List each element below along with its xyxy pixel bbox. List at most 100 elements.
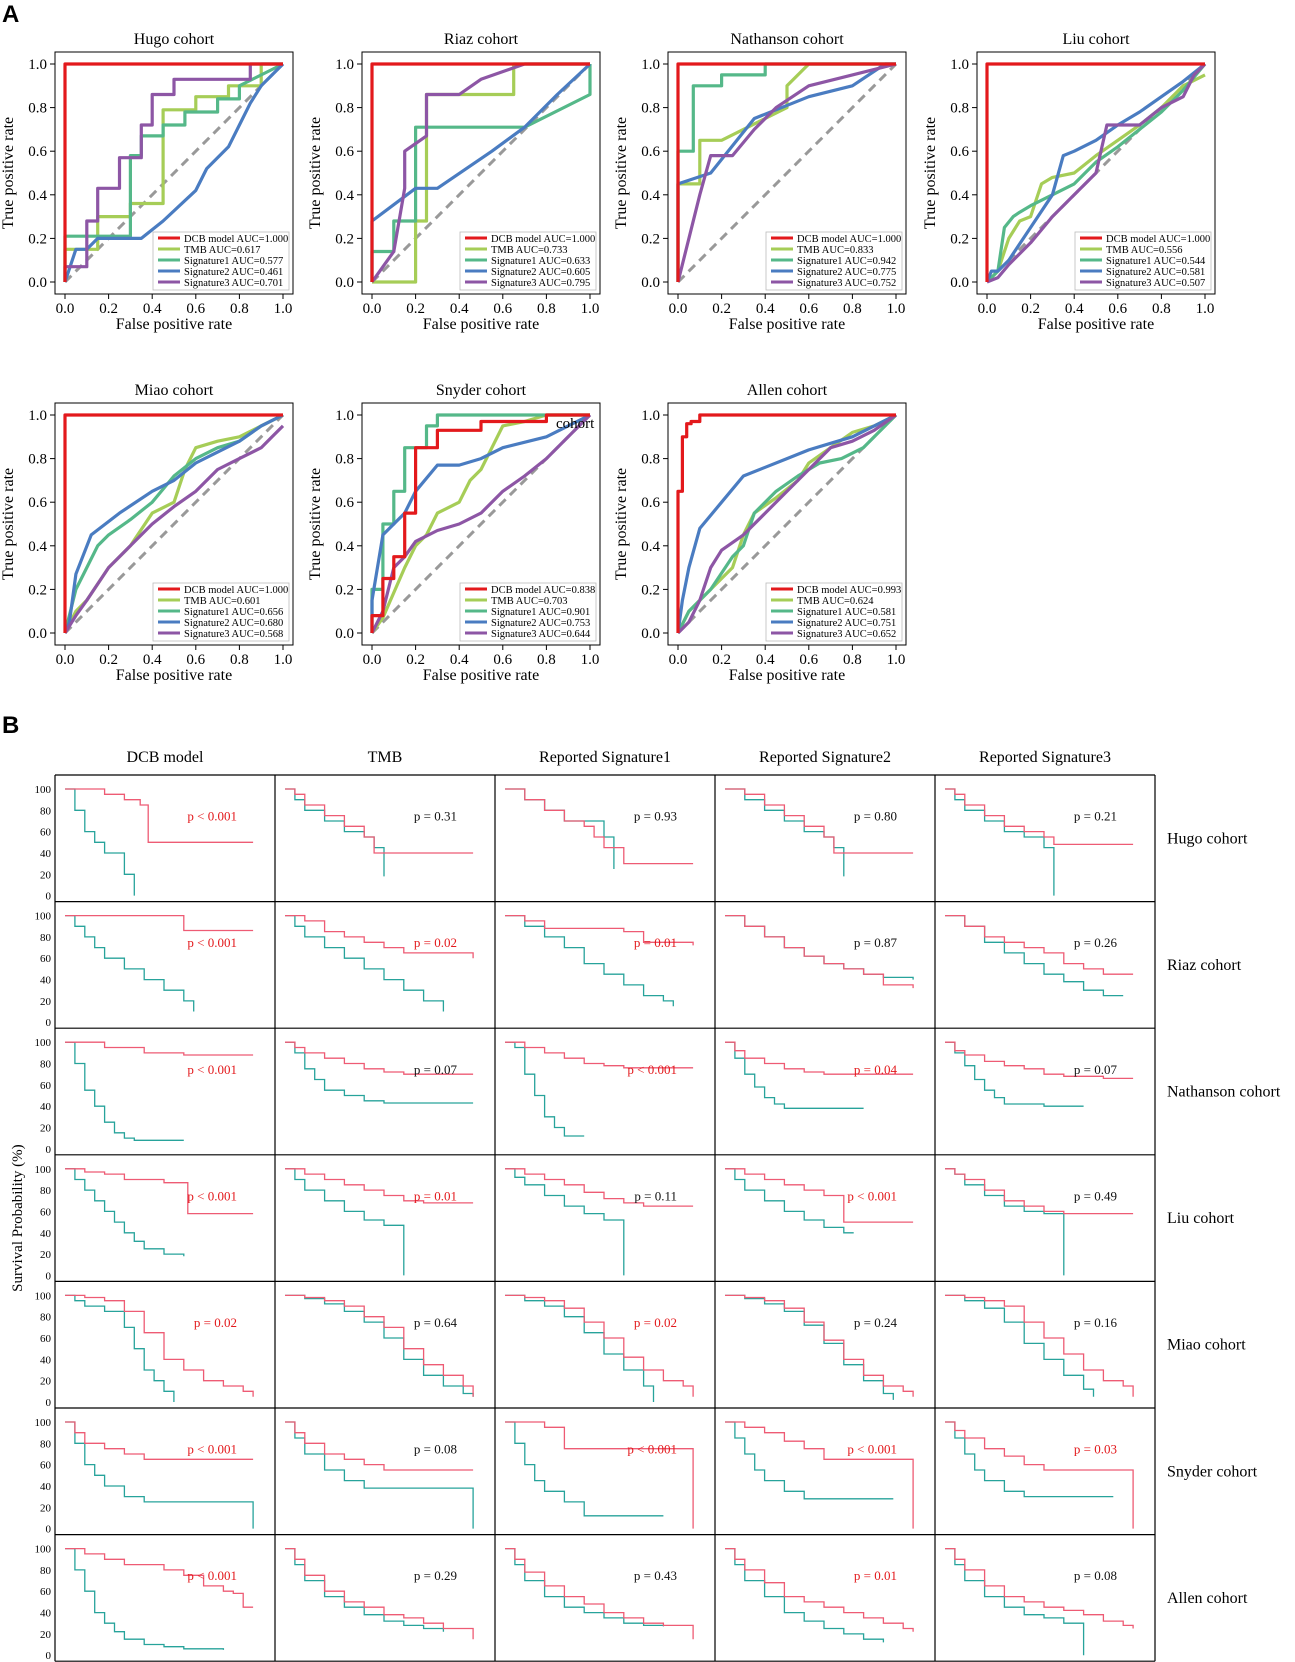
p-value: p = 0.01 <box>634 935 677 950</box>
p-value: p = 0.02 <box>414 935 457 950</box>
legend-entry: Signature3 AUC=0.652 <box>797 629 896 640</box>
roc-chart: Nathanson cohort 0.0 0.0 0.2 0.2 0.4 0.4 0.6 0.6… <box>613 31 907 333</box>
km-cell: p < 0.001 <box>725 1421 914 1529</box>
km-curve-low-risk <box>505 914 674 1007</box>
p-value: p = 0.29 <box>414 1568 457 1583</box>
row-label: Nathanson cohort <box>1167 1084 1281 1101</box>
legend-entry: Signature3 AUC=0.507 <box>1106 278 1205 289</box>
chance-diagonal <box>63 62 285 284</box>
km-cell: p = 0.43 <box>505 1547 694 1640</box>
km-curve-low-risk <box>505 1041 585 1137</box>
row-label: Hugo cohort <box>1167 830 1248 847</box>
panel-label-b: B <box>2 712 19 739</box>
km-cell: p = 0.16 <box>945 1294 1134 1397</box>
y-tick-label: 0.8 <box>335 452 354 468</box>
km-y-tick-label: 0 <box>46 1650 52 1662</box>
km-curve-high-risk <box>945 1294 1134 1397</box>
km-cell: p = 0.01 <box>725 1547 914 1643</box>
y-tick-label: 0.2 <box>641 582 660 598</box>
p-value: p = 0.01 <box>414 1188 457 1203</box>
km-curve-low-risk <box>285 788 385 877</box>
p-value: p = 0.64 <box>414 1315 458 1330</box>
roc-curve-dcb-model <box>985 62 1205 282</box>
roc-curve-signature1 <box>676 413 898 634</box>
km-curve-low-risk <box>945 1421 1114 1498</box>
y-tick-label: 0.0 <box>641 626 660 642</box>
p-value: p = 0.07 <box>1074 1062 1118 1077</box>
p-value: p = 0.80 <box>854 809 897 824</box>
x-tick-label: 0.0 <box>669 652 688 668</box>
legend-entry: Signature1 AUC=0.942 <box>797 256 896 267</box>
km-cell: p = 0.24 <box>725 1294 914 1400</box>
y-tick-label: 0.0 <box>335 275 354 291</box>
km-curve-low-risk <box>725 1041 864 1109</box>
x-axis-label: False positive rate <box>729 667 845 684</box>
roc-title: Allen cohort <box>747 382 828 399</box>
km-cell: p = 0.49 <box>945 1168 1134 1276</box>
km-y-tick-label: 60 <box>40 1333 52 1345</box>
y-tick-label: 0.2 <box>28 582 47 598</box>
x-tick-label: 0.8 <box>230 301 249 317</box>
km-y-tick-label: 60 <box>40 953 52 965</box>
y-tick-label: 0.8 <box>950 101 969 117</box>
chance-diagonal <box>676 413 898 635</box>
km-cell: p < 0.001 <box>65 914 254 1012</box>
p-value: p = 0.49 <box>1074 1188 1117 1203</box>
km-curve-high-risk <box>505 1547 694 1640</box>
km-y-tick-label: 60 <box>40 1460 52 1472</box>
y-tick-label: 1.0 <box>335 408 354 424</box>
y-tick-label: 0.8 <box>641 101 660 117</box>
x-tick-label: 0.8 <box>537 652 556 668</box>
km-cell: p < 0.001 <box>505 1041 694 1137</box>
km-curve-high-risk <box>65 788 254 843</box>
legend-entry: DCB model AUC=1.000 <box>184 585 288 596</box>
x-tick-label: 0.4 <box>450 652 469 668</box>
x-tick-label: 0.8 <box>843 652 862 668</box>
p-value: p < 0.001 <box>627 1062 677 1077</box>
legend-entry: Signature2 AUC=0.775 <box>797 267 896 278</box>
km-y-tick-label: 60 <box>40 827 52 839</box>
legend-entry: TMB AUC=0.733 <box>491 245 568 256</box>
y-tick-label: 0.0 <box>950 275 969 291</box>
legend-entry: Signature3 AUC=0.568 <box>184 629 283 640</box>
x-tick-label: 1.0 <box>581 652 600 668</box>
legend-entry: Signature3 AUC=0.644 <box>491 629 591 640</box>
km-y-tick-label: 20 <box>40 1122 52 1134</box>
km-curve-high-risk <box>945 1421 1134 1529</box>
y-tick-label: 0.8 <box>335 101 354 117</box>
y-tick-label: 0.6 <box>950 144 969 160</box>
km-y-tick-label: 20 <box>40 1376 52 1388</box>
roc-curve-dcb-model <box>370 413 590 633</box>
x-axis-label: False positive rate <box>423 316 539 333</box>
x-tick-label: 0.4 <box>143 301 162 317</box>
roc-curve-dcb-model <box>676 413 896 633</box>
legend-entry: TMB AUC=0.617 <box>184 245 261 256</box>
km-curve-low-risk <box>65 1294 175 1402</box>
x-tick-label: 1.0 <box>581 301 600 317</box>
x-axis-label: False positive rate <box>116 316 232 333</box>
km-y-tick-label: 20 <box>40 1249 52 1261</box>
km-y-tick-label: 0 <box>46 1397 52 1409</box>
roc-curve-signature2 <box>63 62 285 283</box>
km-cell: p = 0.02 <box>65 1294 254 1402</box>
y-tick-label: 0.0 <box>28 275 47 291</box>
km-curve-low-risk <box>725 1421 894 1500</box>
y-tick-label: 0.0 <box>641 275 660 291</box>
x-tick-label: 0.2 <box>406 652 425 668</box>
y-tick-label: 0.6 <box>28 144 47 160</box>
roc-curve-signature2 <box>676 413 897 634</box>
km-cell: p = 0.07 <box>285 1041 474 1104</box>
roc-title: Snyder cohort <box>436 382 527 399</box>
y-tick-label: 1.0 <box>641 57 660 73</box>
legend-entry: Signature2 AUC=0.753 <box>491 618 590 629</box>
x-tick-label: 0.8 <box>537 301 556 317</box>
y-tick-label: 0.6 <box>641 495 660 511</box>
km-curve-high-risk <box>725 1294 914 1397</box>
roc-curve-signature2 <box>985 62 1206 283</box>
chance-diagonal <box>63 413 285 635</box>
roc-chart: Allen cohort 0.0 0.0 0.2 0.2 0.4 0.4 0.6 0.6 0.8 0… <box>613 382 907 684</box>
km-curve-high-risk <box>505 914 694 946</box>
row-label: Snyder cohort <box>1167 1463 1258 1480</box>
roc-chart: Miao cohort 0.0 0.0 0.2 0.2 0.4 0.4 0.6 0.6 0.8 0.… <box>0 382 294 684</box>
